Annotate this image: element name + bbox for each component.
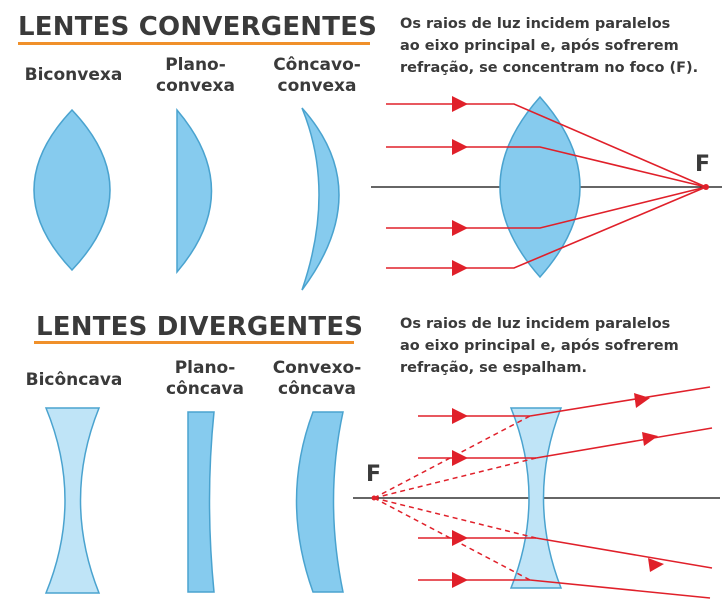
ray-arrow	[452, 408, 468, 424]
description-line: Os raios de luz incidem paralelos	[400, 316, 671, 332]
lens-label-line1: Côncavo-	[273, 55, 361, 75]
divergent-title: LENTES DIVERGENTES	[36, 312, 364, 342]
ray-arrow	[452, 220, 468, 236]
description-line: refração, se concentram no foco (F).	[400, 60, 699, 76]
convexo-concave-lens	[295, 411, 344, 593]
lens-label-line1: Biconvexa	[24, 65, 123, 85]
divergent-focus-label: F	[366, 462, 382, 487]
concavo-convex-lens	[301, 107, 340, 291]
convergent-rays	[386, 103, 707, 269]
ray-arrow	[452, 260, 468, 276]
convergent-ray-arrows	[452, 96, 468, 276]
virtual-ray	[373, 497, 531, 581]
plano-convex-lens	[176, 107, 213, 275]
ray	[535, 537, 713, 569]
convergent-lens-diagram	[499, 95, 581, 279]
divergent-incident-rays	[418, 415, 536, 581]
ray-arrow	[452, 530, 468, 546]
biconcave-lens	[44, 407, 101, 594]
virtual-ray	[373, 497, 537, 539]
ray	[386, 103, 707, 188]
lens-label-line2: côncava	[166, 379, 244, 399]
ray-arrow	[452, 450, 468, 466]
convergent-focus-label: F	[695, 152, 711, 177]
description-line: ao eixo principal e, após sofrerem	[400, 338, 679, 354]
lens-label-plano-concava: Plano- côncava	[150, 358, 260, 400]
lens-label-biconvexa: Biconvexa	[16, 65, 131, 86]
description-line: ao eixo principal e, após sofrerem	[400, 38, 679, 54]
ray-arrow	[642, 432, 658, 446]
divergent-refracted-rays	[529, 386, 713, 599]
divergent-lens-diagram	[509, 407, 563, 589]
convergent-description: Os raios de luz incidem paralelos ao eix…	[400, 13, 698, 79]
lens-label-line2: convexa	[156, 76, 235, 96]
biconvex-lens	[33, 108, 111, 272]
convergent-title-underline	[18, 42, 370, 45]
ray	[386, 186, 707, 229]
divergent-focus-point	[371, 495, 377, 501]
ray-arrow	[452, 139, 468, 155]
lens-label-plano-convexa: Plano- convexa	[143, 55, 248, 97]
lens-label-line1: Plano-	[174, 358, 236, 378]
divergent-title-underline	[34, 341, 354, 344]
lens-label-convexo-concava: Convexo- côncava	[262, 358, 372, 400]
lens-label-line1: Bicôncava	[25, 370, 123, 390]
ray-arrow	[648, 558, 664, 572]
ray	[386, 146, 707, 188]
description-line: Os raios de luz incidem paralelos	[400, 16, 671, 32]
virtual-ray	[373, 415, 531, 499]
convergent-title: LENTES CONVERGENTES	[18, 12, 378, 42]
lens-label-concavo-convexa: Côncavo- convexa	[262, 55, 372, 97]
ray	[535, 427, 713, 459]
convergent-focus-point	[703, 184, 709, 190]
description-line: refração, se espalham.	[400, 360, 587, 376]
lens-label-line2: convexa	[277, 76, 357, 96]
divergent-ray-arrows	[452, 393, 664, 588]
ray-arrow	[634, 393, 650, 408]
ray	[529, 579, 711, 599]
ray	[529, 386, 711, 417]
virtual-ray	[373, 457, 537, 499]
ray-arrow	[452, 96, 468, 112]
lens-label-line1: Plano-	[165, 55, 226, 75]
lens-label-line1: Convexo-	[272, 358, 362, 378]
lens-label-line2: côncava	[278, 379, 356, 399]
divergent-virtual-rays	[373, 415, 537, 581]
ray-arrow	[452, 572, 468, 588]
ray	[386, 186, 707, 269]
plano-concave-lens	[187, 411, 215, 593]
divergent-description: Os raios de luz incidem paralelos ao eix…	[400, 313, 679, 379]
lens-label-biconcava: Bicôncava	[14, 370, 134, 391]
